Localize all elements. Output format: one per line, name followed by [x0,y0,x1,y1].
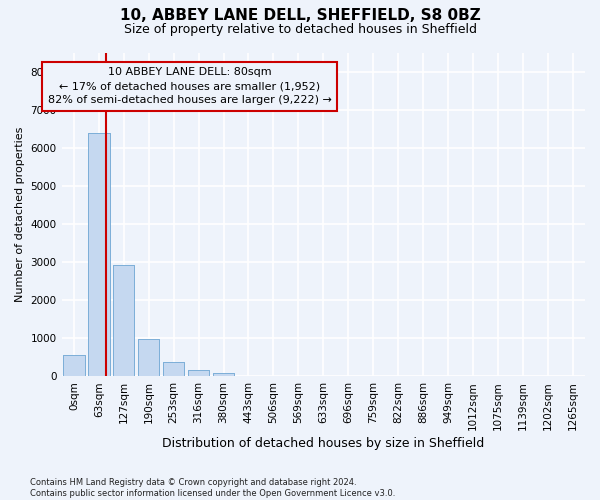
Bar [113,265,134,376]
X-axis label: Distribution of detached houses by size in Sheffield: Distribution of detached houses by size … [162,437,484,450]
Bar [138,340,160,376]
Bar [163,362,184,376]
Bar [64,354,85,376]
Bar [163,362,184,376]
Bar [188,370,209,376]
Bar [138,340,160,376]
Text: Contains HM Land Registry data © Crown copyright and database right 2024.
Contai: Contains HM Land Registry data © Crown c… [30,478,395,498]
Bar [113,265,134,376]
Text: 10, ABBEY LANE DELL, SHEFFIELD, S8 0BZ: 10, ABBEY LANE DELL, SHEFFIELD, S8 0BZ [119,8,481,22]
Bar [213,374,234,376]
Bar [213,374,234,376]
Bar [88,134,110,376]
Bar [188,370,209,376]
Bar [64,354,85,376]
Y-axis label: Number of detached properties: Number of detached properties [15,127,25,302]
Bar [88,134,110,376]
Text: Size of property relative to detached houses in Sheffield: Size of property relative to detached ho… [124,22,476,36]
Text: 10 ABBEY LANE DELL: 80sqm
← 17% of detached houses are smaller (1,952)
82% of se: 10 ABBEY LANE DELL: 80sqm ← 17% of detac… [48,67,332,105]
